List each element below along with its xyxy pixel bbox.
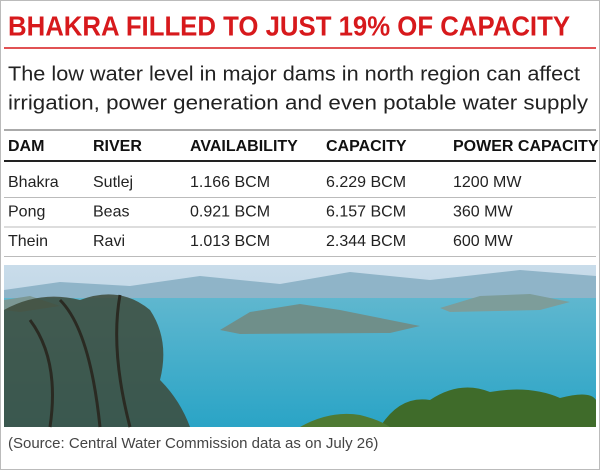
source-note: (Source: Central Water Commission data a… <box>8 435 378 452</box>
table-cell: Thein <box>8 233 48 250</box>
subtitle-line: The low water level in major dams in nor… <box>8 63 580 85</box>
table-cell: 1.166 BCM <box>190 174 270 191</box>
table-cell: 600 MW <box>453 233 513 250</box>
table-cell: Ravi <box>93 233 125 250</box>
table-cell: 6.157 BCM <box>326 204 406 221</box>
table-cell: 1200 MW <box>453 174 522 191</box>
table-cell: 2.344 BCM <box>326 233 406 250</box>
table: DAM RIVER AVAILABILITY CAPACITY POWER CAPACI… <box>4 138 599 257</box>
column-header: POWER CAPACITY <box>453 138 599 155</box>
table-cell: Bhakra <box>8 174 59 191</box>
table-cell: 1.013 BCM <box>190 233 270 250</box>
column-header: RIVER <box>93 138 142 155</box>
table-cell: 0.921 BCM <box>190 204 270 221</box>
title: BHAKRA FILLED TO JUST 19% OF CAPACITY <box>8 10 570 41</box>
table-cell: Sutlej <box>93 174 133 191</box>
table-cell: 360 MW <box>453 204 513 221</box>
photo <box>4 265 596 428</box>
subtitle-line: irrigation, power generation and even po… <box>8 92 588 114</box>
column-header: CAPACITY <box>326 138 407 155</box>
table-cell: Beas <box>93 204 129 221</box>
column-header: DAM <box>8 138 44 155</box>
table-cell: 6.229 BCM <box>326 174 406 191</box>
table-cell: Pong <box>8 204 45 221</box>
column-header: AVAILABILITY <box>190 138 298 155</box>
